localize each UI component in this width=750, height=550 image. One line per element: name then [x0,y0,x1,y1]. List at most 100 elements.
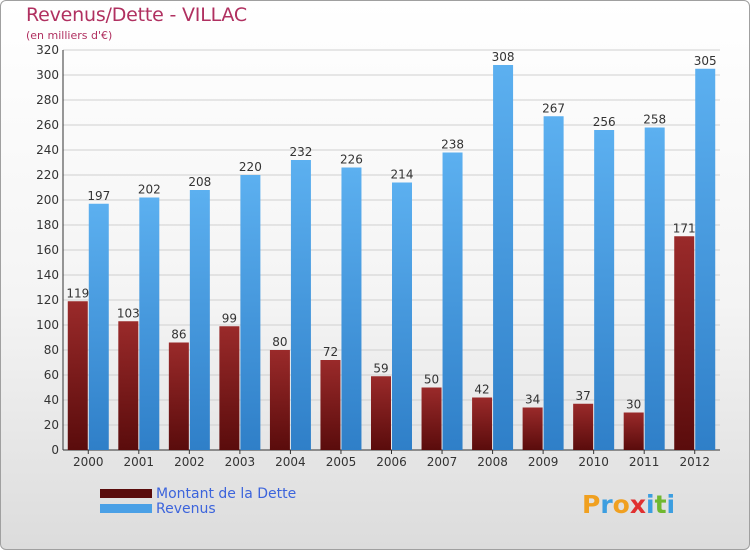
grid-lines [63,49,720,451]
y-tick-label: 220 [36,168,59,182]
bar-revenue [644,127,665,450]
bar-debt [522,407,543,450]
legend-swatch-debt [100,489,152,498]
bar-debt [623,412,644,450]
y-tick-label: 200 [36,193,59,207]
data-label-revenue: 256 [593,115,616,129]
data-label-revenue: 214 [391,168,414,182]
logo-letter: P [582,490,601,519]
data-label-revenue: 238 [441,138,464,152]
data-label-debt: 80 [272,335,287,349]
y-tick-label: 140 [36,268,59,282]
x-tick-label: 2002 [174,455,205,469]
bar-debt [320,360,341,450]
bar-debt [168,342,189,450]
bar-revenue [240,175,261,450]
legend-label-revenue: Revenus [156,500,216,517]
bar-debt [371,376,391,450]
bar-debt [118,321,139,450]
data-label-debt: 86 [171,328,186,342]
bar-revenue [341,167,362,450]
y-tick-label: 40 [44,393,59,407]
x-tick-label: 2011 [629,455,660,469]
legend-label-debt: Montant de la Dette [156,485,297,502]
y-tick-label: 0 [51,443,59,457]
bar-debt [421,387,442,450]
data-label-debt: 171 [673,221,696,235]
bar-revenue [189,190,210,450]
axes: 0 20 40 60 80 100 120 140 160 180 200 220 240 260 280 3… [36,43,720,469]
logo-letter: i [646,490,655,519]
y-tick-label: 180 [36,218,59,232]
y-tick-label: 160 [36,243,59,257]
legend-item-debt: Montant de la Dette [100,485,297,502]
bar-revenue [543,116,564,450]
bar-revenue [88,203,109,450]
logo-letter: o [612,490,630,519]
data-label-revenue: 208 [188,175,211,189]
y-tick-label: 60 [44,368,59,382]
y-tick-label: 320 [36,43,59,57]
logo-letter: i [666,490,676,519]
data-label-revenue: 197 [87,189,110,203]
x-tick-label: 2006 [376,455,407,469]
x-tick-label: 2005 [326,455,357,469]
bar-revenue [139,197,160,450]
data-label-debt: 34 [525,393,540,407]
chart-legend: Montant de la Dette Revenus [100,485,297,517]
data-label-debt: 119 [66,286,89,300]
data-label-debt: 103 [117,306,140,320]
x-tick-label: 2010 [578,455,609,469]
data-label-debt: 99 [222,311,237,325]
x-tick-label: 2001 [124,455,155,469]
y-tick-label: 80 [44,343,59,357]
data-label-debt: 42 [474,383,489,397]
bar-debt [269,350,290,450]
y-tick-label: 280 [36,93,59,107]
data-label-debt: 37 [576,389,591,403]
logo-letter: r [600,490,613,519]
data-label-debt: 72 [323,345,338,359]
y-tick-label: 120 [36,293,59,307]
bar-revenue [695,68,716,450]
bar-revenue [493,65,514,450]
legend-swatch-revenue [100,504,152,513]
y-tick-label: 300 [36,68,59,82]
chart-subtitle: (en milliers d'€) [26,29,113,42]
logo-letter: t [654,490,667,519]
data-label-revenue: 305 [694,54,717,68]
proxiti-logo: Proxiti [582,490,675,519]
data-label-debt: 59 [373,361,388,375]
bar-debt [573,403,594,450]
legend-item-revenue: Revenus [100,500,296,517]
bar-debt [674,236,695,450]
x-tick-label: 2008 [477,455,508,469]
data-label-revenue: 232 [289,145,312,159]
logo-letter: x [629,490,646,519]
data-label-revenue: 202 [138,183,161,197]
data-label-revenue: 258 [643,113,666,127]
x-tick-label: 2009 [528,455,559,469]
data-label-debt: 30 [626,398,641,412]
x-tick-label: 2004 [275,455,306,469]
y-tick-label: 20 [44,418,59,432]
y-tick-label: 240 [36,143,59,157]
data-label-revenue: 308 [492,50,515,64]
bar-revenue [594,130,615,450]
data-label-debt: 50 [424,373,439,387]
bars [67,65,716,450]
bar-revenue [392,182,412,450]
data-labels: 119 197 103 202 86 208 99 220 80 232 72 226 59 214 50 2… [66,50,716,412]
chart-title: Revenus/Dette - VILLAC [26,4,247,26]
bar-debt [219,326,240,450]
bar-revenue [290,160,311,450]
bar-debt [67,301,88,450]
bar-revenue [442,152,463,450]
x-tick-label: 2003 [225,455,256,469]
x-tick-label: 2000 [73,455,104,469]
y-tick-label: 260 [36,118,59,132]
y-tick-label: 100 [36,318,59,332]
bar-debt [472,397,493,450]
x-tick-label: 2012 [679,455,710,469]
